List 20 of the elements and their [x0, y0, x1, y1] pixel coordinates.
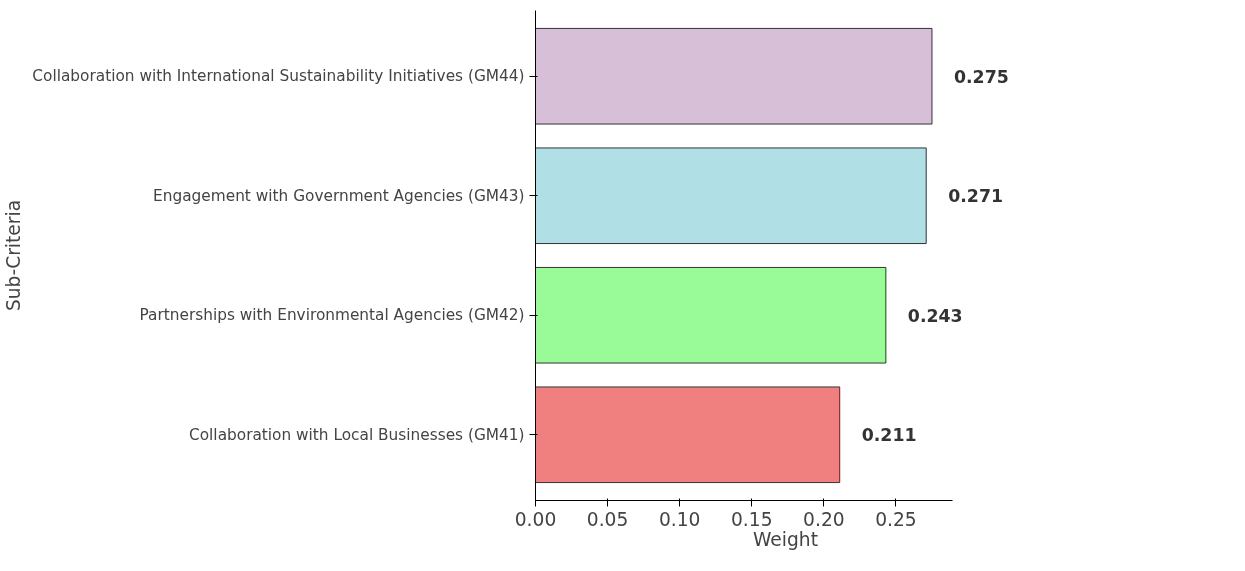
y-tick-label: Partnerships with Environmental Agencies (GM42): [139, 306, 525, 325]
data-label: 0.243: [907, 305, 963, 326]
y-tick-label: Collaboration with International Sustainability Initiatives (GM44): [32, 67, 525, 86]
x-tick-label: 0.10: [658, 508, 701, 530]
x-tick-label: 0.05: [586, 508, 629, 530]
y-tick-label: Engagement with Government Agencies (GM43): [153, 186, 525, 205]
x-tick-label: 0.15: [730, 508, 773, 530]
x-axis-title: Weight: [753, 528, 818, 550]
y-tick-label: Collaboration with Local Businesses (GM41): [189, 425, 525, 444]
x-tick-label: 0.25: [875, 508, 917, 530]
x-tick-label: 0.20: [803, 508, 845, 530]
bar: [535, 147, 927, 245]
x-tick-label: 0.00: [514, 508, 557, 530]
bar: [535, 266, 887, 364]
data-label: 0.271: [948, 186, 1004, 207]
y-axis-title: Sub-Criteria: [3, 199, 25, 312]
data-label: 0.275: [953, 66, 1009, 87]
data-label: 0.211: [861, 425, 917, 446]
bar: [535, 27, 933, 125]
bar: [535, 386, 841, 484]
